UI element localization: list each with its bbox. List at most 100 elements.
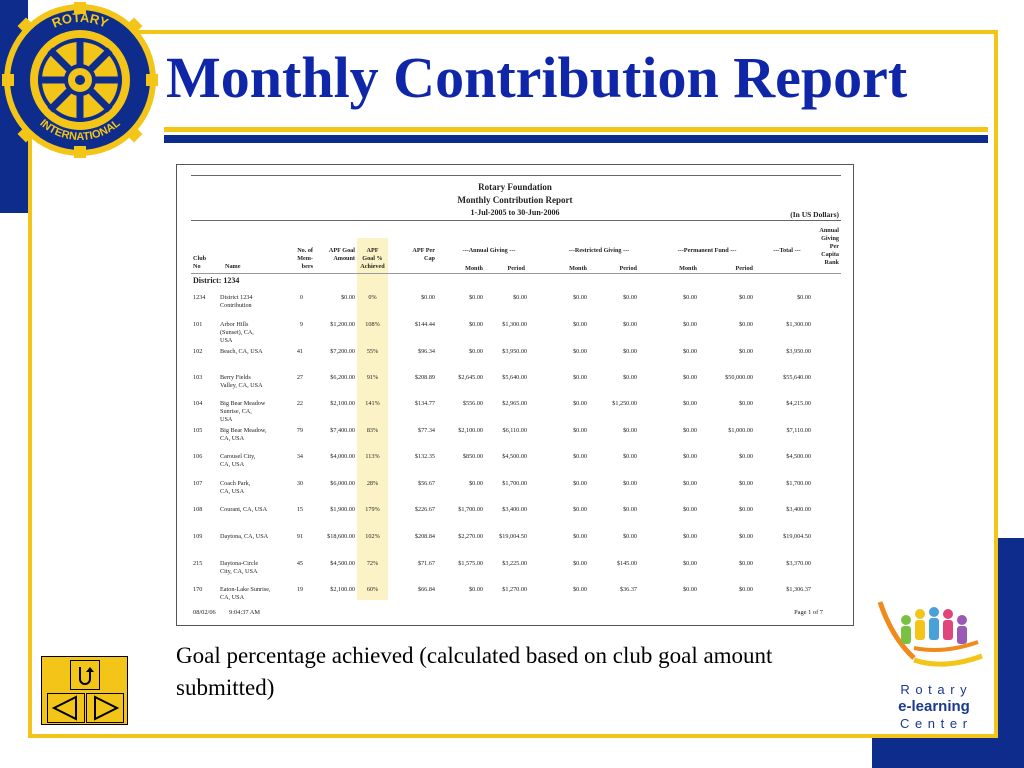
cell-no: 1234 xyxy=(193,294,206,301)
cell-goal: $2,100.00 xyxy=(330,586,355,593)
cell-no: 106 xyxy=(193,453,203,460)
cell-rg-m: $0.00 xyxy=(573,506,587,513)
cell-members: 30 xyxy=(296,480,303,487)
nav-button-panel xyxy=(41,656,128,725)
cell-goal: $1,900.00 xyxy=(330,506,355,513)
cell-ag-m: $0.00 xyxy=(469,348,483,355)
cell-pct: 60% xyxy=(366,586,379,593)
cell-ag-m: $2,645.00 xyxy=(458,374,483,381)
cell-rg-m: $0.00 xyxy=(573,586,587,593)
cell-members: 22 xyxy=(296,400,303,407)
cell-members: 41 xyxy=(296,348,303,355)
cell-percap: $0.00 xyxy=(421,294,435,301)
cell-pf-p: $0.00 xyxy=(739,321,753,328)
cell-name: Daytona-Circle City, CA, USA xyxy=(220,560,259,575)
cell-ag-p: $4,500.00 xyxy=(502,453,527,460)
cell-rg-p: $0.00 xyxy=(623,294,637,301)
cell-ag-m: $0.00 xyxy=(469,294,483,301)
cell-pf-m: $0.00 xyxy=(683,321,697,328)
cell-ag-p: $1,300.00 xyxy=(502,321,527,328)
cell-pct: 91% xyxy=(366,374,379,381)
cell-members: 34 xyxy=(296,453,303,460)
cell-ag-p: $19,004.50 xyxy=(499,533,527,540)
title-rule-navy xyxy=(164,135,988,143)
cell-rg-m: $0.00 xyxy=(573,348,587,355)
header-goal-pct: APF Goal % Achieved xyxy=(360,247,385,270)
cell-rg-m: $0.00 xyxy=(573,294,587,301)
cell-name: Coach Park, CA, USA xyxy=(220,480,251,495)
cell-percap: $208.84 xyxy=(414,533,435,540)
header-pf-period: Period xyxy=(735,265,753,272)
report-column-rule xyxy=(191,273,841,274)
footer-page: Page 1 of 7 xyxy=(794,609,823,616)
cell-name: Berry Fields Valley, CA, USA xyxy=(220,374,263,389)
cell-percap: $144.44 xyxy=(414,321,435,328)
cell-ag-p: $1,270.00 xyxy=(502,586,527,593)
cell-total: $19,004.50 xyxy=(783,533,811,540)
cell-pf-m: $0.00 xyxy=(683,560,697,567)
cell-total: $3,400.00 xyxy=(786,506,811,513)
cell-percap: $134.77 xyxy=(414,400,435,407)
cell-pct: 179% xyxy=(365,506,380,513)
cell-total: $7,110.00 xyxy=(786,427,811,434)
svg-text:ROTARY: ROTARY xyxy=(50,10,111,31)
cell-percap: $226.67 xyxy=(414,506,435,513)
header-annual-giving: ---Annual Giving --- xyxy=(462,247,516,254)
cell-pf-m: $0.00 xyxy=(683,374,697,381)
cell-members: 91 xyxy=(296,533,303,540)
cell-no: 104 xyxy=(193,400,203,407)
cell-pct: 83% xyxy=(366,427,379,434)
cell-pf-p: $0.00 xyxy=(739,560,753,567)
cell-pct: 28% xyxy=(366,480,379,487)
cell-ag-p: $3,400.00 xyxy=(502,506,527,513)
next-button[interactable] xyxy=(86,693,124,723)
cell-rg-p: $0.00 xyxy=(623,321,637,328)
cell-rg-p: $0.00 xyxy=(623,453,637,460)
return-button[interactable] xyxy=(70,660,100,690)
cell-pf-m: $0.00 xyxy=(683,506,697,513)
header-total: ---Total --- xyxy=(773,247,801,254)
cell-ag-m: $1,575.00 xyxy=(458,560,483,567)
cell-members: 27 xyxy=(296,374,303,381)
previous-button[interactable] xyxy=(47,693,85,723)
cell-ag-m: $2,270.00 xyxy=(458,533,483,540)
elearning-line-1: R o t a r y xyxy=(900,682,968,697)
cell-pf-p: $0.00 xyxy=(739,586,753,593)
cell-rg-m: $0.00 xyxy=(573,453,587,460)
cell-no: 108 xyxy=(193,506,203,513)
cell-rg-m: $0.00 xyxy=(573,480,587,487)
return-arrow-icon xyxy=(79,667,94,685)
cell-members: 15 xyxy=(296,506,303,513)
cell-percap: $71.67 xyxy=(417,560,435,567)
cell-no: 170 xyxy=(193,586,203,593)
header-name: Name xyxy=(225,263,241,270)
cell-rg-m: $0.00 xyxy=(573,560,587,567)
cell-percap: $66.84 xyxy=(417,586,435,593)
cell-pct: 55% xyxy=(366,348,379,355)
cell-pct: 102% xyxy=(365,533,380,540)
report-org: Rotary Foundation xyxy=(478,182,552,192)
cell-goal: $4,500.00 xyxy=(330,560,355,567)
cell-members: 9 xyxy=(299,321,303,328)
elearning-line-2: e-learning xyxy=(898,698,970,715)
cell-ag-p: $5,640.00 xyxy=(502,374,527,381)
cell-members: 45 xyxy=(296,560,303,567)
cell-pf-p: $50,000.00 xyxy=(725,374,753,381)
report-header-rule xyxy=(191,220,841,221)
cell-rg-p: $0.00 xyxy=(623,506,637,513)
cell-pf-m: $0.00 xyxy=(683,427,697,434)
cell-goal: $6,200.00 xyxy=(330,374,355,381)
cell-rg-p: $0.00 xyxy=(623,427,637,434)
cell-goal: $1,200.00 xyxy=(330,321,355,328)
cell-pf-p: $0.00 xyxy=(739,453,753,460)
header-restricted-giving: ---Restricted Giving --- xyxy=(568,247,630,254)
cell-rg-p: $145.00 xyxy=(616,560,637,567)
header-pf-month: Month xyxy=(679,265,697,272)
header-rank: Annual Giving Per Capita Rank xyxy=(819,227,839,266)
cell-pct: 141% xyxy=(365,400,380,407)
header-per-cap: APF Per Cap xyxy=(412,247,435,262)
page-title: Monthly Contribution Report xyxy=(166,45,908,110)
report-period: 1-Jul-2005 to 30-Jun-2006 xyxy=(470,208,560,217)
cell-pf-m: $0.00 xyxy=(683,400,697,407)
cell-pf-m: $0.00 xyxy=(683,294,697,301)
